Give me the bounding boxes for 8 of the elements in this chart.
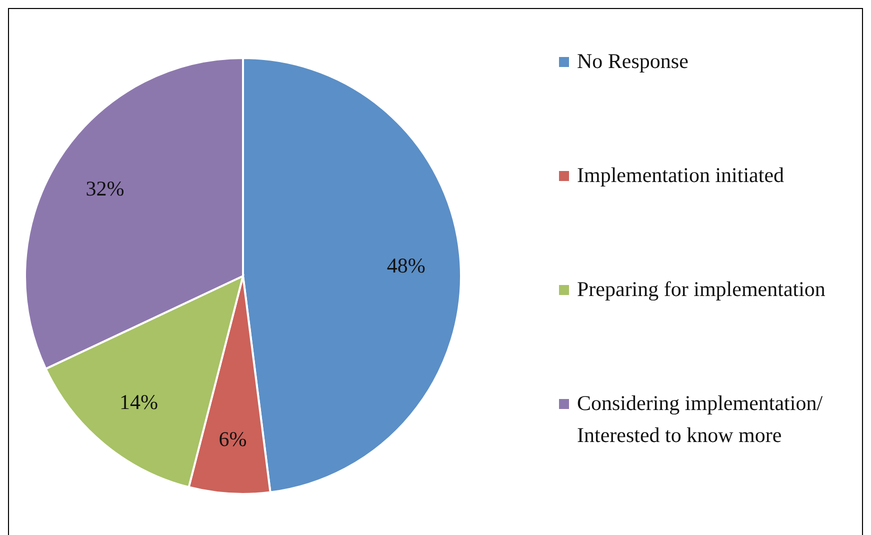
legend-label: Implementation initiated (577, 162, 786, 189)
data-label: 48% (386, 254, 426, 278)
data-label: 6% (218, 427, 247, 452)
data-label: 14% (120, 390, 158, 414)
legend-label: Preparing for implementation (577, 276, 826, 303)
legend-label: Considering implementation/ Interested to know more (577, 390, 824, 449)
legend-label: No Response (577, 48, 690, 75)
data-label: 32% (86, 176, 124, 200)
